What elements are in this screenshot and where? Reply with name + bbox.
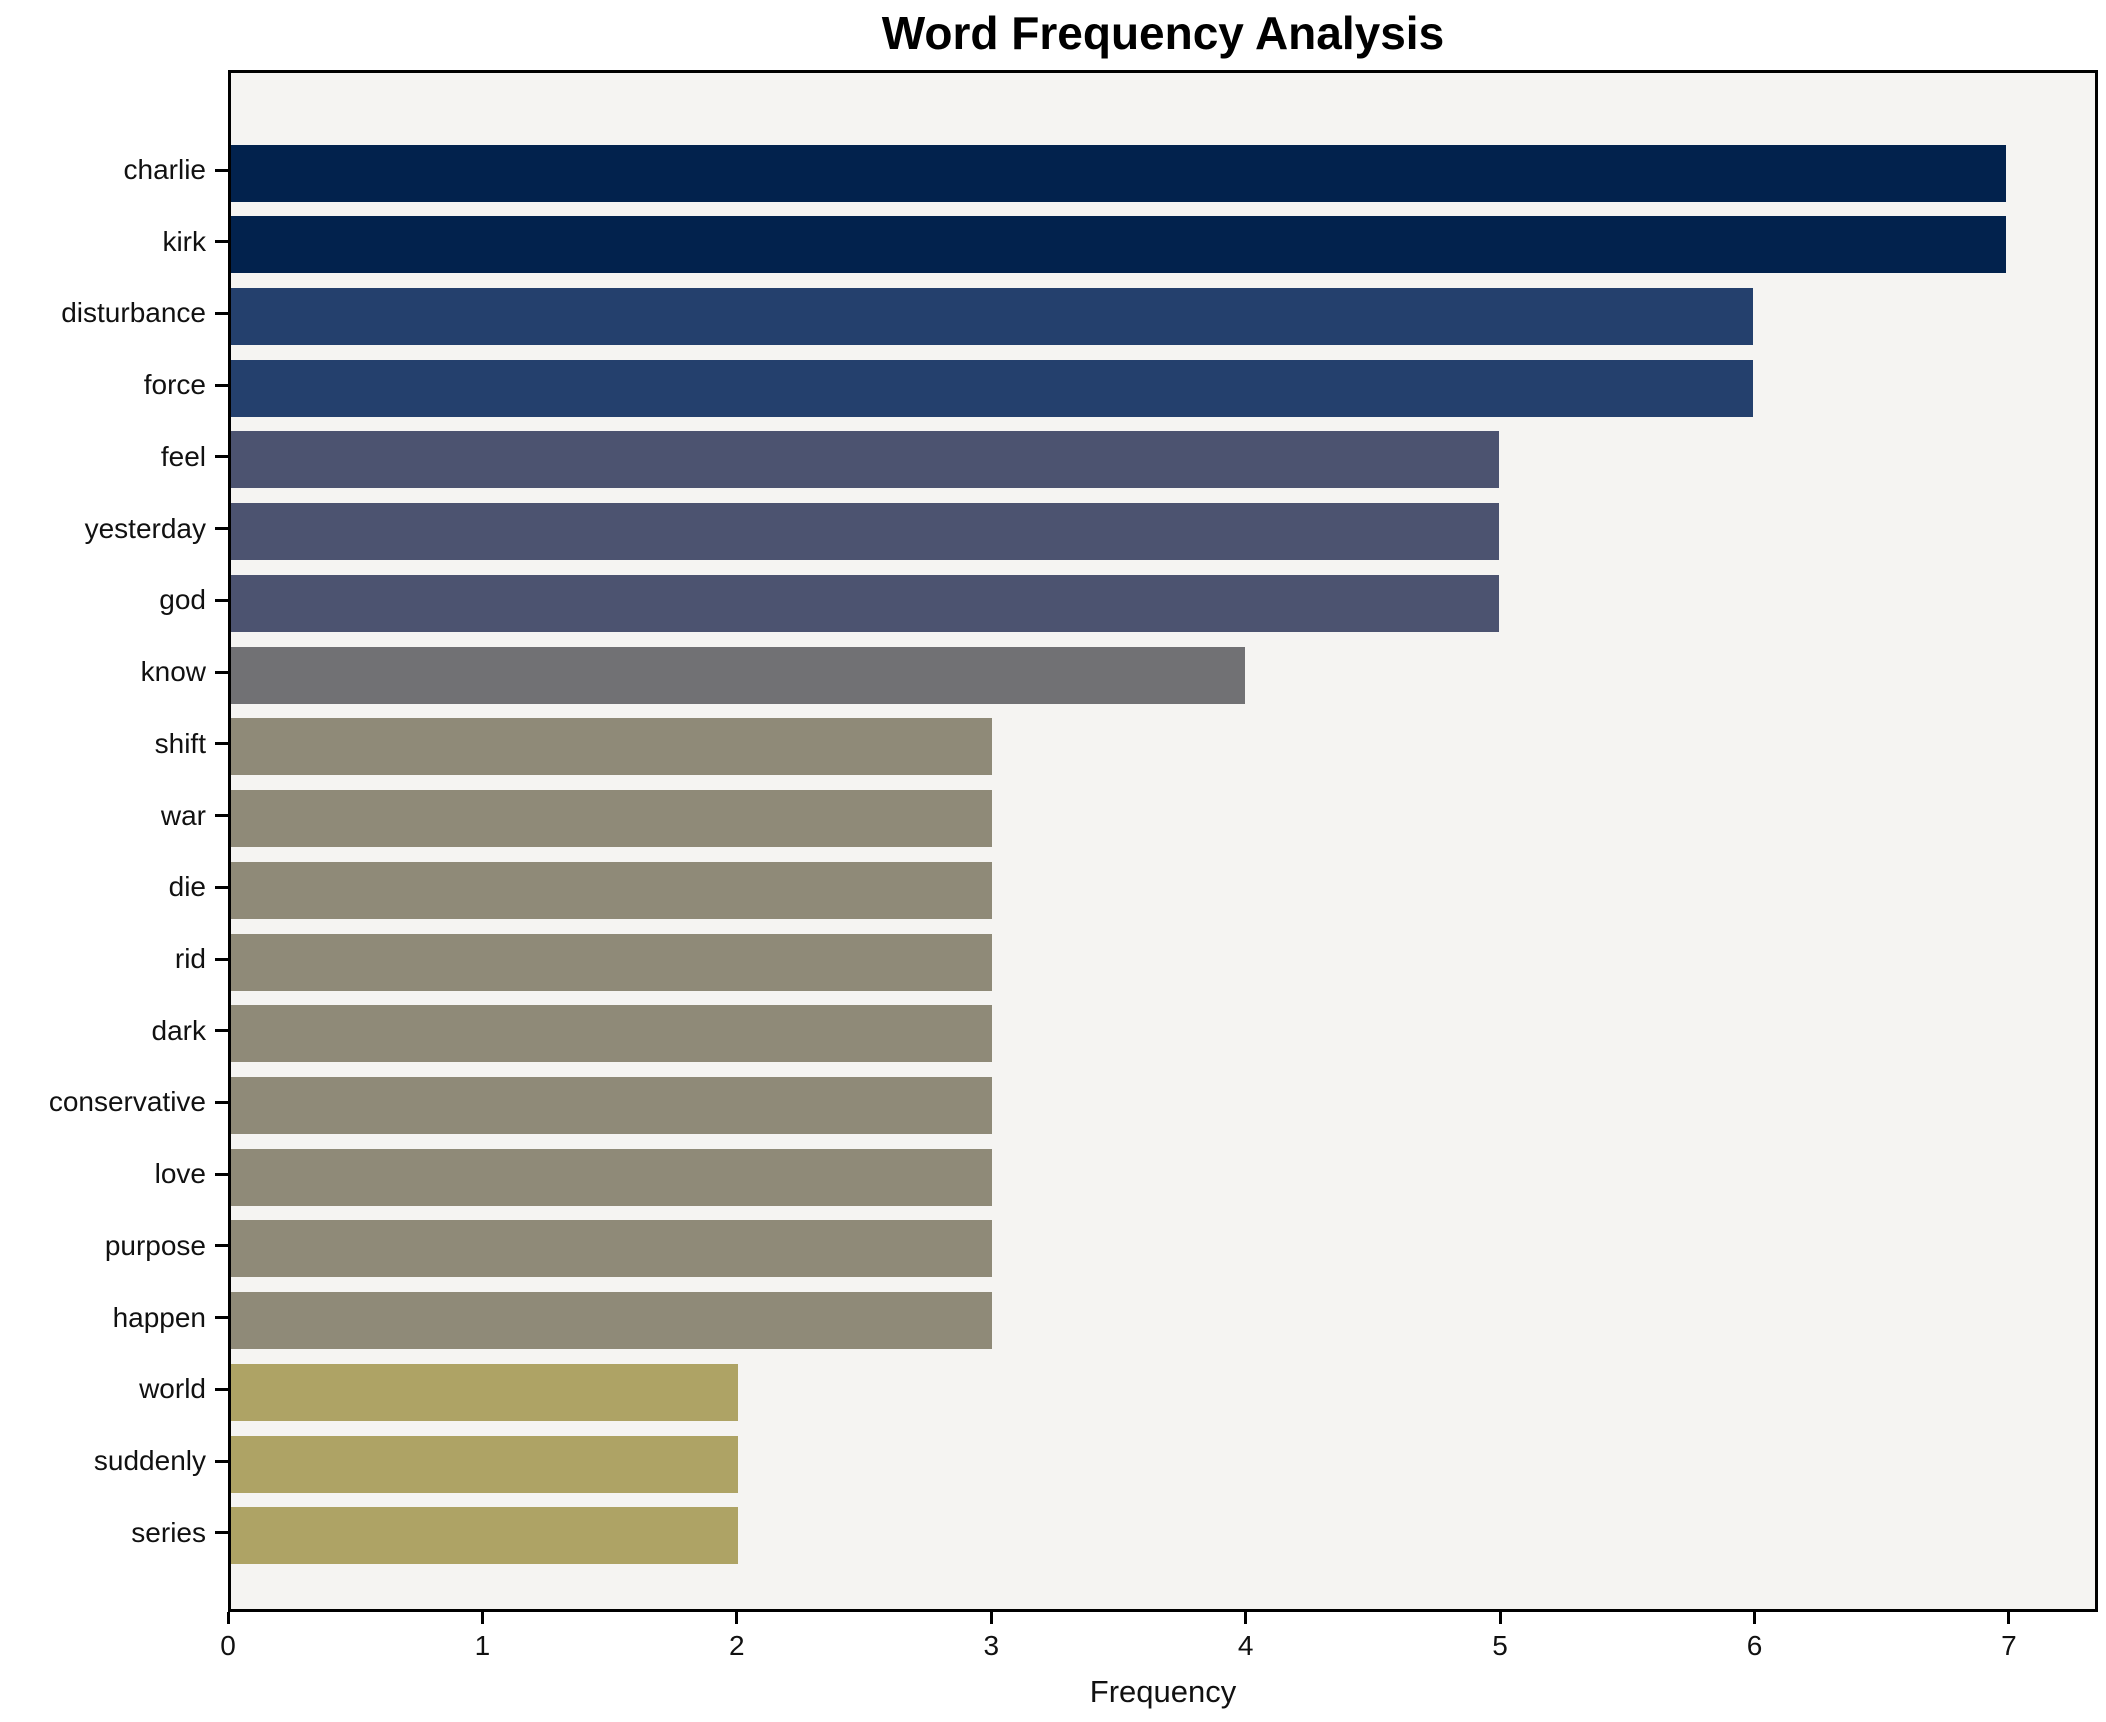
bar-rid <box>231 933 992 991</box>
x-tick-mark <box>1753 1612 1757 1624</box>
bar-dark <box>231 1005 992 1063</box>
bar-god <box>231 574 1500 632</box>
bar-conservative <box>231 1076 992 1134</box>
bar-die <box>231 861 992 919</box>
y-tick-label: feel <box>160 440 206 472</box>
y-tick-mark <box>215 957 228 961</box>
x-tick-label: 3 <box>983 1630 1000 1661</box>
plot-area <box>228 70 2098 1612</box>
y-tick-mark <box>215 1029 228 1033</box>
bar-force <box>231 359 1753 417</box>
y-tick-mark <box>215 240 228 244</box>
y-tick-label: world <box>139 1373 206 1405</box>
y-tick-label: rid <box>174 943 206 975</box>
bar-charlie <box>231 144 2007 202</box>
bar-world <box>231 1363 739 1421</box>
y-tick-label: shift <box>154 727 206 759</box>
bar-feel <box>231 431 1500 489</box>
y-tick-mark <box>215 383 228 387</box>
y-tick-label: god <box>159 584 206 616</box>
y-tick-label: know <box>140 656 206 688</box>
y-tick-mark <box>215 311 228 315</box>
y-tick-mark <box>215 1316 228 1320</box>
bar-purpose <box>231 1220 992 1278</box>
y-tick-mark <box>215 1244 228 1248</box>
y-tick-mark <box>215 598 228 602</box>
y-tick-mark <box>215 885 228 889</box>
y-tick-label: kirk <box>162 225 206 257</box>
bar-series <box>231 1507 739 1565</box>
y-tick-label: love <box>154 1158 206 1190</box>
x-tick-mark <box>2007 1612 2011 1624</box>
bar-suddenly <box>231 1435 739 1493</box>
x-tick-mark <box>735 1612 739 1624</box>
y-tick-mark <box>215 1172 228 1176</box>
y-tick-label: war <box>160 799 206 831</box>
bar-disturbance <box>231 287 1753 345</box>
x-tick-mark <box>1498 1612 1502 1624</box>
x-tick-mark <box>226 1612 230 1624</box>
y-tick-mark <box>215 527 228 531</box>
bar-yesterday <box>231 503 1500 561</box>
y-tick-label: force <box>143 369 206 401</box>
y-tick-mark <box>215 1387 228 1391</box>
y-tick-mark <box>215 742 228 746</box>
x-tick-label: 6 <box>1746 1630 1763 1661</box>
x-tick-mark <box>989 1612 993 1624</box>
y-tick-label: disturbance <box>61 297 206 329</box>
x-axis-label: Frequency <box>1089 1674 1237 1709</box>
x-tick-mark <box>480 1612 484 1624</box>
x-tick-label: 5 <box>1492 1630 1508 1661</box>
y-tick-mark <box>215 1459 228 1463</box>
y-tick-label: dark <box>151 1014 206 1046</box>
x-tick-label: 2 <box>729 1630 745 1661</box>
y-tick-label: die <box>168 871 206 903</box>
x-tick-label: 4 <box>1237 1630 1254 1661</box>
x-tick-label: 0 <box>220 1630 236 1661</box>
x-tick-mark <box>1244 1612 1248 1624</box>
y-tick-label: yesterday <box>84 512 206 544</box>
y-tick-mark <box>215 814 228 818</box>
y-tick-label: series <box>131 1516 206 1548</box>
y-tick-mark <box>215 670 228 674</box>
y-tick-mark <box>215 1100 228 1104</box>
bar-know <box>231 646 1246 704</box>
x-tick-label: 7 <box>2001 1630 2017 1661</box>
bar-war <box>231 790 992 848</box>
y-tick-label: suddenly <box>93 1445 206 1477</box>
y-tick-mark <box>215 455 228 459</box>
x-tick-label: 1 <box>474 1630 491 1661</box>
chart-title: Word Frequency Analysis <box>881 7 1445 59</box>
bar-happen <box>231 1292 992 1350</box>
y-tick-mark <box>215 1531 228 1535</box>
bar-shift <box>231 718 992 776</box>
bar-kirk <box>231 216 2007 274</box>
y-tick-label: charlie <box>123 154 206 185</box>
y-tick-label: happen <box>112 1301 206 1333</box>
y-tick-label: purpose <box>104 1229 206 1261</box>
bar-love <box>231 1148 992 1206</box>
y-tick-mark <box>215 168 228 172</box>
y-tick-label: conservative <box>48 1086 206 1118</box>
